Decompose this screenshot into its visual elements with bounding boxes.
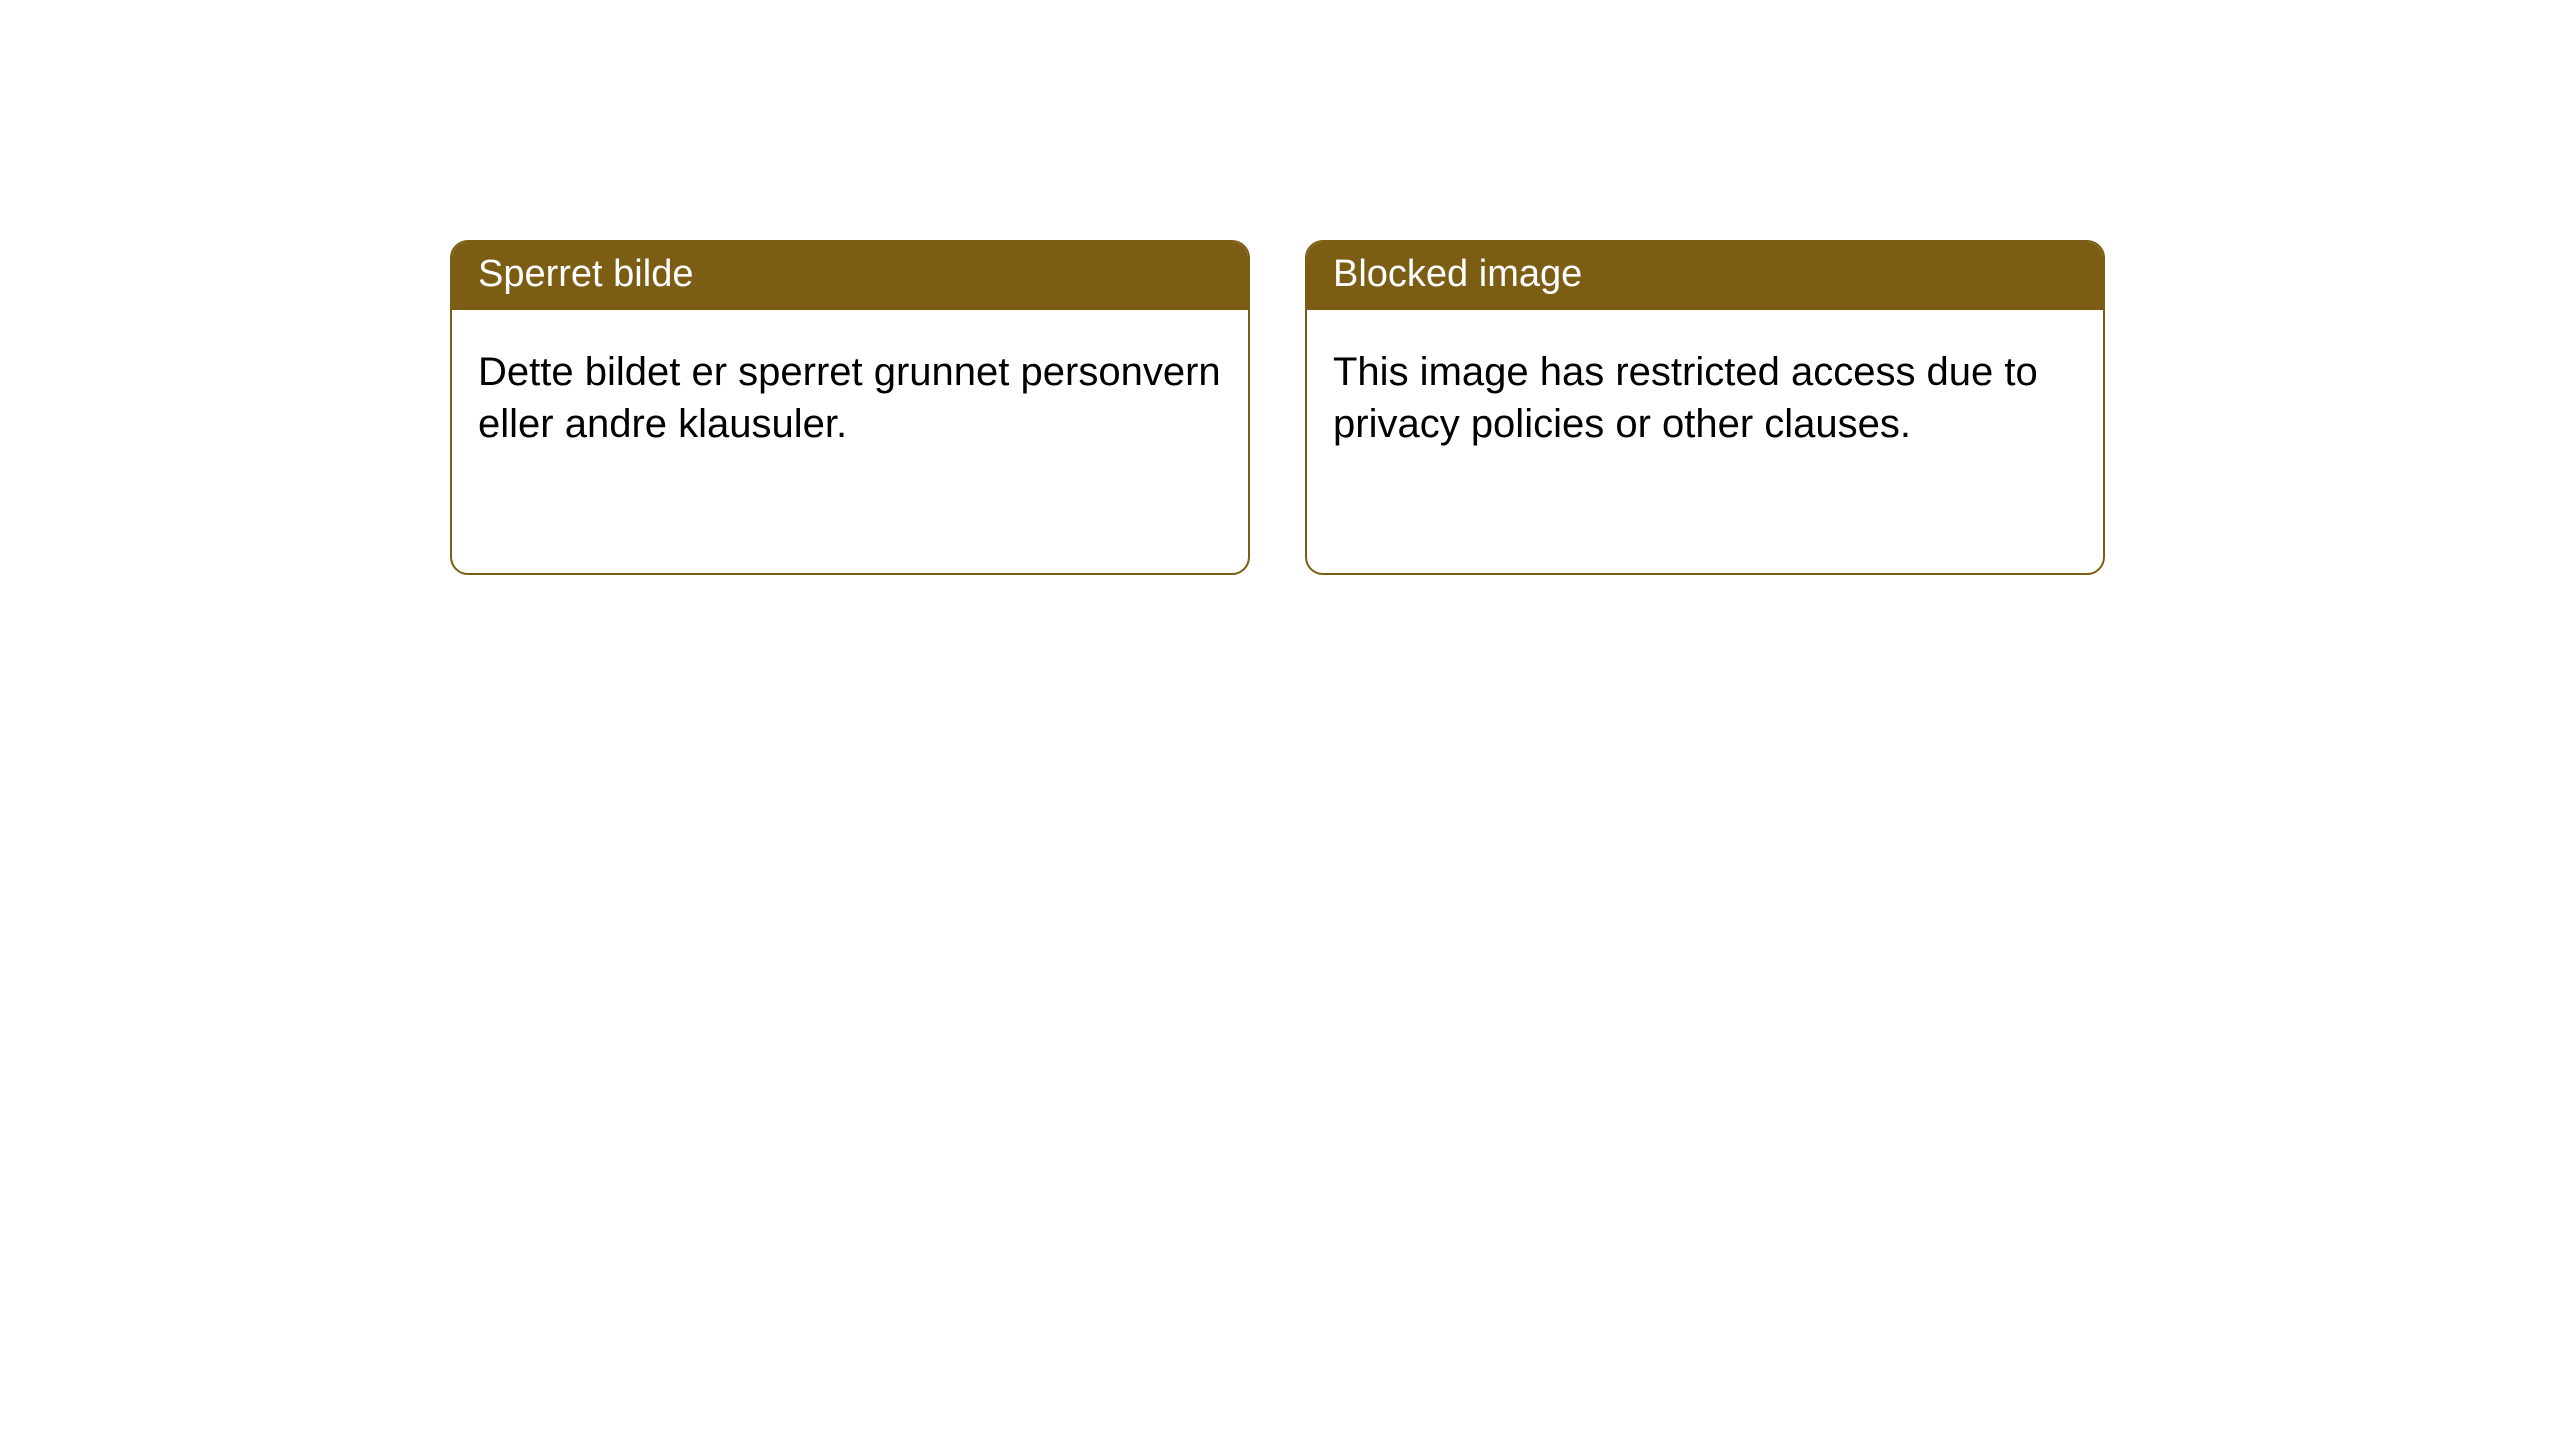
notice-card-norwegian: Sperret bilde Dette bildet er sperret gr… (450, 240, 1250, 575)
card-body-en: This image has restricted access due to … (1307, 310, 2103, 486)
notice-card-english: Blocked image This image has restricted … (1305, 240, 2105, 575)
card-header-en: Blocked image (1307, 242, 2103, 310)
notice-cards-container: Sperret bilde Dette bildet er sperret gr… (450, 240, 2105, 575)
card-body-no: Dette bildet er sperret grunnet personve… (452, 310, 1248, 486)
card-header-no: Sperret bilde (452, 242, 1248, 310)
